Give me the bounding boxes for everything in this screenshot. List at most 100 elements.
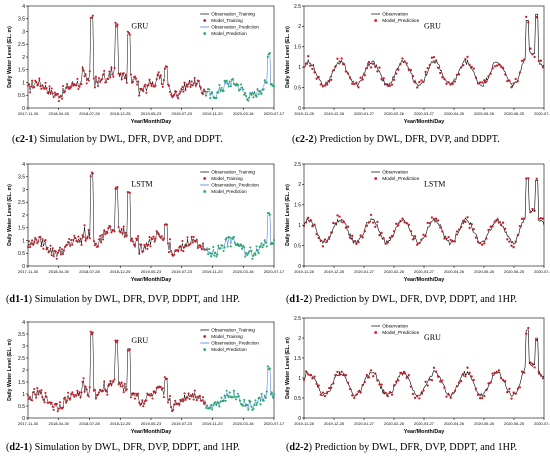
model-prediction-point — [346, 72, 350, 75]
model-training-point — [148, 78, 151, 81]
y-tick-label: 0.5 — [18, 251, 25, 257]
y-tick-label: 2 — [298, 336, 301, 342]
model-prediction-point — [311, 377, 314, 380]
model-training-point — [49, 91, 52, 94]
model-training-point — [45, 87, 48, 90]
model-training-point — [67, 391, 70, 394]
model-prediction-point — [399, 371, 402, 375]
model-prediction-point — [384, 391, 387, 395]
model-prediction-point — [262, 399, 265, 402]
model-prediction-point — [232, 235, 235, 239]
model-training-point — [200, 248, 203, 251]
model-prediction-point — [476, 82, 480, 85]
y-tick-label: 0.5 — [294, 85, 301, 91]
model-training-point — [87, 395, 90, 398]
model-training-point — [133, 75, 137, 78]
model-prediction-point — [363, 380, 366, 384]
x-tick-label: 2020-03-27 — [414, 269, 434, 274]
model-prediction-point — [226, 245, 229, 248]
model-prediction-point — [334, 373, 337, 377]
model-prediction-point — [499, 65, 503, 68]
y-tick-label: 2.5 — [18, 200, 25, 206]
y-tick-label: 1.5 — [294, 203, 301, 209]
model-training-point — [35, 238, 38, 241]
x-tick-label: 2020-05-26 — [474, 269, 494, 274]
x-tick-label: 2019-11-28 — [294, 421, 314, 426]
x-tick-label: 2020-07-17 — [264, 111, 285, 116]
model-training-point — [84, 385, 87, 388]
model-prediction-point — [441, 76, 444, 79]
y-tick-label: 1 — [22, 80, 25, 86]
y-tick-label: 0 — [22, 264, 25, 270]
model-training-point — [155, 78, 158, 81]
model-prediction-point — [413, 396, 417, 399]
model-prediction-point — [520, 217, 524, 220]
model-prediction-point — [328, 80, 331, 83]
model-prediction-point — [407, 373, 410, 377]
model-training-point — [78, 391, 81, 394]
model-training-point — [163, 67, 166, 70]
x-axis-label: Year/Month/Day — [131, 277, 171, 283]
model-training-point — [147, 84, 150, 87]
model-prediction-point — [328, 386, 331, 390]
model-prediction-point — [367, 60, 371, 64]
model-prediction-point — [271, 242, 275, 245]
model-prediction-point — [342, 220, 345, 224]
model-prediction-point — [405, 222, 408, 225]
caption-tag: c2-1 — [15, 134, 34, 145]
model-prediction-point — [359, 391, 362, 394]
model-prediction-point — [215, 96, 218, 99]
model-training-point — [107, 227, 110, 230]
model-prediction-point — [535, 338, 538, 342]
model-prediction-point — [218, 405, 221, 408]
y-tick-label: 0.5 — [18, 93, 25, 99]
model-training-point — [192, 82, 195, 85]
model-prediction-point — [236, 84, 240, 87]
model-prediction-point — [453, 80, 457, 83]
caption-tag: d2-1 — [9, 442, 29, 453]
model-training-point — [41, 84, 44, 87]
model-prediction-point — [451, 392, 454, 395]
model-prediction-point — [449, 83, 452, 86]
model-training-point — [82, 235, 85, 239]
legend-swatch-dot — [374, 177, 378, 180]
model-prediction-point — [430, 378, 434, 382]
model-prediction-point — [432, 366, 436, 369]
model-prediction-point — [342, 373, 345, 377]
model-prediction-point — [246, 404, 249, 407]
model-prediction-point — [447, 81, 450, 84]
model-training-point — [194, 240, 197, 243]
model-prediction-point — [468, 226, 471, 230]
model-prediction-point — [225, 79, 228, 82]
model-prediction-point — [376, 220, 379, 224]
chart-panel-d2-2: 0 0.5 1 1.5 2 2.5 2019-11-28 2019-12-28 2020-01-… — [282, 312, 550, 440]
model-prediction-point — [529, 210, 532, 214]
model-prediction-point — [390, 83, 394, 86]
model-prediction-point — [245, 94, 248, 98]
model-training-point — [70, 393, 73, 396]
model-prediction-point — [224, 399, 227, 402]
model-training-point — [97, 77, 101, 80]
model-training-point — [69, 397, 72, 400]
model-prediction-point — [247, 99, 250, 102]
model-prediction-point — [206, 404, 209, 407]
caption-tag: d2-2 — [289, 442, 309, 453]
model-prediction-point — [365, 66, 369, 70]
model-prediction-point — [315, 232, 318, 236]
model-prediction-point — [269, 393, 272, 396]
model-prediction-point — [487, 228, 490, 232]
model-prediction-point — [332, 221, 335, 225]
legend-label: Model_Prediction — [211, 189, 247, 194]
model-training-point — [120, 227, 123, 231]
model-prediction-point — [355, 81, 358, 84]
model-prediction-point — [508, 240, 511, 243]
model-prediction-point — [219, 400, 222, 403]
model-training-point — [180, 399, 183, 403]
model-training-point — [137, 80, 140, 83]
model-training-point — [194, 84, 197, 87]
model-prediction-point — [541, 66, 545, 69]
model-training-point — [186, 396, 189, 399]
model-training-point — [35, 396, 38, 399]
model-prediction-point — [501, 221, 505, 224]
model-prediction-point — [460, 380, 463, 383]
